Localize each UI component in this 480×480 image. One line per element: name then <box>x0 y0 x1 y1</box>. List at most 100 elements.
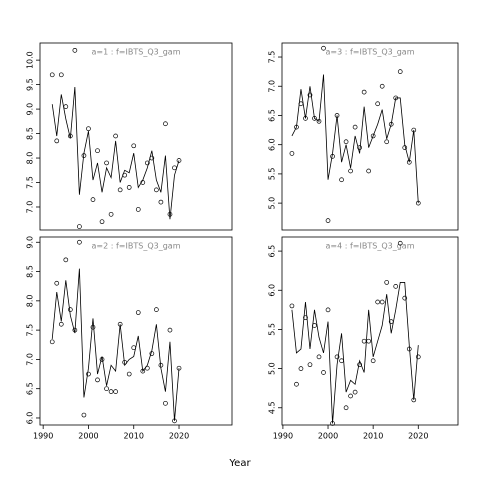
observed-point <box>375 299 381 305</box>
observed-point <box>117 187 123 193</box>
observed-point <box>135 310 141 315</box>
observed-point <box>49 72 55 78</box>
observed-point <box>158 199 164 205</box>
x-tick-label: 2010 <box>124 432 144 441</box>
x-tick-label: 2000 <box>318 432 338 441</box>
observed-point <box>289 151 295 156</box>
y-tick-label: 8.5 <box>26 127 35 140</box>
observed-point <box>379 83 385 89</box>
y-tick-label: 4.5 <box>268 401 277 414</box>
observed-point <box>77 239 82 245</box>
observed-point <box>81 412 87 418</box>
observed-point <box>144 160 150 166</box>
observed-point <box>348 168 353 174</box>
observed-point <box>393 284 399 289</box>
observed-point <box>366 338 371 344</box>
observed-point <box>108 389 114 394</box>
observed-point <box>172 165 177 171</box>
observed-point <box>298 366 304 371</box>
y-tick-label: 10.0 <box>26 51 35 69</box>
observed-point <box>384 139 390 145</box>
observed-point <box>86 371 91 377</box>
observed-point <box>307 362 313 368</box>
y-tick-label: 7.5 <box>26 324 35 337</box>
observed-point <box>104 160 109 166</box>
observed-point <box>325 218 331 223</box>
observed-point <box>361 89 367 95</box>
observed-point <box>99 219 105 225</box>
observed-point <box>384 280 390 285</box>
observed-point <box>90 197 96 202</box>
y-tick-label: 7.0 <box>26 201 35 214</box>
y-tick-label: 6.5 <box>26 382 35 395</box>
observed-point <box>348 393 353 399</box>
observed-point <box>289 303 295 309</box>
observed-point <box>334 354 340 360</box>
observed-point <box>379 299 385 305</box>
y-tick-label: 7.5 <box>268 51 277 64</box>
fitted-line <box>51 268 180 421</box>
fitted-line <box>51 87 180 220</box>
observed-point <box>154 307 159 312</box>
observed-point <box>58 72 64 78</box>
x-tick-label: 2000 <box>78 432 98 441</box>
x-tick-label: 1990 <box>33 432 53 441</box>
y-tick-label: 6.0 <box>268 284 277 297</box>
panel-title: a=4 : f=IBTS_Q3_gam <box>326 242 415 251</box>
observed-point <box>339 358 344 364</box>
y-tick-label: 5.0 <box>268 362 277 375</box>
observed-point <box>167 327 173 333</box>
observed-point <box>104 386 109 392</box>
y-tick-label: 7.0 <box>268 80 277 93</box>
observed-point <box>131 143 137 149</box>
panel-frame <box>281 42 459 231</box>
y-tick-label: 7.5 <box>26 176 35 189</box>
observed-point <box>126 185 132 190</box>
observed-point <box>303 315 308 321</box>
observed-point <box>113 389 118 394</box>
fitted-line <box>291 282 419 424</box>
panel-frame <box>39 236 233 426</box>
y-tick-label: 8.5 <box>26 265 35 278</box>
observed-point <box>90 324 96 330</box>
observed-point <box>108 211 114 217</box>
observed-point <box>135 207 141 212</box>
observed-point <box>366 168 371 174</box>
observed-point <box>321 45 326 51</box>
y-tick-label: 5.5 <box>268 323 277 336</box>
observed-point <box>163 121 168 127</box>
observed-point <box>370 358 376 364</box>
observed-point <box>375 101 381 107</box>
observed-point <box>49 339 55 345</box>
observed-point <box>95 377 100 383</box>
observed-point <box>352 389 358 395</box>
observed-point <box>77 224 82 229</box>
observed-point <box>316 354 322 360</box>
observed-point <box>63 257 69 263</box>
observed-point <box>163 400 168 406</box>
y-tick-label: 6.5 <box>268 109 277 122</box>
observed-point <box>113 133 118 139</box>
panel-frame <box>39 42 233 231</box>
panel-title: a=2 : f=IBTS_Q3_gam <box>92 242 181 251</box>
observed-point <box>86 126 91 132</box>
x-tick-label: 2020 <box>169 432 189 441</box>
observed-point <box>95 148 100 154</box>
y-tick-label: 9.5 <box>26 78 35 91</box>
observed-point <box>154 187 159 193</box>
observed-point <box>58 321 64 327</box>
observed-point <box>54 280 60 286</box>
observed-point <box>370 133 376 139</box>
observed-point <box>321 370 326 375</box>
observed-point <box>72 47 78 53</box>
fitted-line <box>291 74 419 204</box>
y-tick-label: 8.0 <box>26 152 35 165</box>
observed-point <box>54 138 60 144</box>
observed-point <box>361 338 367 344</box>
observed-point <box>63 104 69 109</box>
observed-point <box>415 354 421 360</box>
x-tick-label: 2010 <box>363 432 383 441</box>
y-tick-label: 5.5 <box>268 168 277 181</box>
x-tick-label: 1990 <box>273 432 293 441</box>
